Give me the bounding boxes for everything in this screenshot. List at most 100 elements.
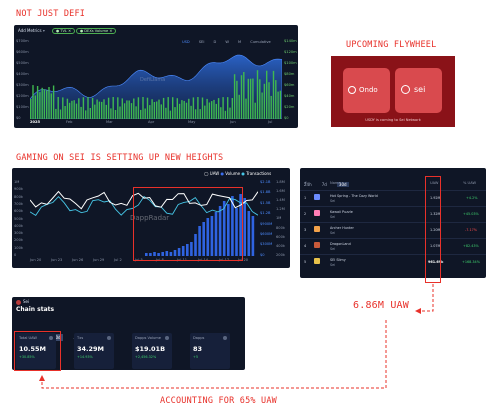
volume-bar (52, 85, 55, 119)
volume-bar (239, 194, 242, 256)
volume-bar (146, 97, 149, 119)
game-thumbnail-icon (314, 194, 320, 200)
flywheel-footer: USDY is coming to Sei Network (365, 118, 421, 122)
volume-bar (39, 92, 41, 119)
tab-w[interactable]: W (225, 40, 229, 44)
volume-bar (206, 218, 210, 256)
volume-bar (156, 101, 158, 119)
ranking-tab-7d[interactable]: 7d (321, 182, 327, 187)
tab-cumulative[interactable]: Cumulative (250, 40, 271, 44)
info-icon[interactable] (49, 336, 53, 340)
table-row[interactable]: 5 SEI Slimy Sei 961.69k +168.34% (300, 254, 486, 269)
volume-bar (215, 103, 217, 119)
stat-card-txs: Txs 34.29M +14.93% (74, 333, 114, 369)
legend-uaw: UAW (209, 171, 220, 176)
volume-bar (198, 226, 201, 256)
volume-bar (55, 108, 57, 119)
table-row[interactable]: 2 Kawaii Puzzle Sei 1.32M +45.03% (300, 206, 486, 221)
volume-bar (174, 107, 176, 119)
defi-tvl-volume-plot: DefiLlama (30, 54, 282, 119)
game-thumbnail-icon (314, 242, 320, 248)
dex-volume-bars (30, 70, 282, 119)
volume-bar (153, 102, 156, 119)
tab-usd[interactable]: USD (182, 40, 190, 44)
tab-m[interactable]: M (238, 40, 242, 44)
volume-bar (137, 97, 140, 119)
stat-card-total-uaw: Total UAW 10.55M +30.85% (16, 333, 56, 369)
volume-bar (165, 107, 167, 119)
volume-bar (98, 101, 101, 119)
volume-bar (177, 248, 181, 256)
uaw-line (30, 190, 258, 210)
chain-stats-panel: Sei Chain stats 24h 7d 30d All Total UAW… (12, 297, 245, 370)
defi-x-axis: 2025 Feb Mar Apr May Jun Jul (30, 120, 273, 124)
volume-bar (268, 82, 270, 119)
volume-bar (64, 106, 66, 119)
volume-bar (62, 97, 64, 119)
gaming-y-right-axis: 1.8M 1.6M 1.4M 1.2M 1M 800k 600k 400k 20… (276, 180, 285, 257)
volume-bar (252, 78, 254, 119)
volume-bar (181, 246, 185, 256)
accounting-arrow (39, 320, 387, 389)
table-row[interactable]: 1 Hot Spring - The Cozy World Sei 1.92M … (300, 190, 486, 205)
game-thumbnail-icon (314, 210, 320, 216)
tvl-pill[interactable]: ● TVL ✕ (52, 28, 76, 34)
volume-bar (169, 252, 173, 256)
caption-uaw-callout: 6.86M UAW (353, 300, 409, 311)
tab-sei[interactable]: SEI (198, 40, 205, 44)
chain-stats-title: Chain stats (16, 306, 55, 313)
volume-bar (101, 101, 103, 119)
volume-bar (214, 212, 218, 256)
table-row[interactable]: 4 DragonLand Sei 1.07M +82.43% (300, 238, 486, 253)
ranking-tabs: 24h 7d 30d (304, 171, 349, 190)
volume-bar (222, 201, 226, 256)
dex-volume-pill[interactable]: ● DEXs Volume ✕ (76, 28, 117, 34)
game-thumbnail-icon (314, 258, 320, 264)
ondo-label: Ondo (359, 86, 378, 94)
volume-bar (32, 85, 34, 119)
volume-bar (117, 97, 119, 119)
volume-bar (247, 78, 249, 119)
add-metrics-button[interactable]: Add Metrics ▾ (18, 28, 45, 33)
volume-bar (30, 99, 32, 119)
volume-bar (270, 95, 272, 119)
info-icon[interactable] (107, 336, 111, 340)
volume-bar (130, 103, 133, 119)
volume-bar (75, 103, 78, 119)
volume-bar (110, 108, 112, 119)
volume-bar (46, 90, 48, 119)
info-icon[interactable] (223, 336, 227, 340)
table-row[interactable]: 3 Archer Hunter Sei 1.20M -7.17% (300, 222, 486, 237)
volume-bar (197, 97, 199, 119)
volume-bar (240, 75, 243, 119)
volume-bar (266, 70, 268, 119)
volume-bar (162, 97, 165, 119)
volume-bar (103, 99, 105, 119)
volume-bar (128, 100, 130, 119)
ondo-logo-icon (348, 86, 356, 94)
volume-bar (251, 216, 255, 256)
volume-bar (43, 89, 46, 119)
volume-bars (145, 194, 255, 256)
volume-bar (183, 100, 185, 119)
volume-bar (238, 94, 240, 119)
ranking-tab-24h[interactable]: 24h (304, 182, 312, 187)
volume-bar (142, 97, 144, 119)
tab-d[interactable]: D (213, 40, 217, 44)
volume-bar (188, 98, 190, 119)
volume-bar (245, 98, 247, 119)
ranking-tab-30d[interactable]: 30d (336, 182, 349, 187)
total-uaw-highlight (14, 331, 61, 371)
volume-bar (80, 106, 82, 119)
volume-bar (259, 79, 261, 119)
volume-bar (82, 97, 85, 119)
caption-gaming-heights: GAMING ON SEI IS SETTING UP NEW HEIGHTS (16, 153, 224, 163)
volume-bar (186, 244, 189, 256)
caption-accounting: ACCOUNTING FOR 65% UAW (160, 396, 277, 406)
volume-bar (231, 196, 234, 256)
volume-bar (165, 251, 169, 256)
volume-bar (190, 242, 193, 256)
chain-tab-30d[interactable]: 30d (50, 334, 63, 341)
volume-bar (161, 252, 164, 256)
info-icon[interactable] (165, 336, 169, 340)
